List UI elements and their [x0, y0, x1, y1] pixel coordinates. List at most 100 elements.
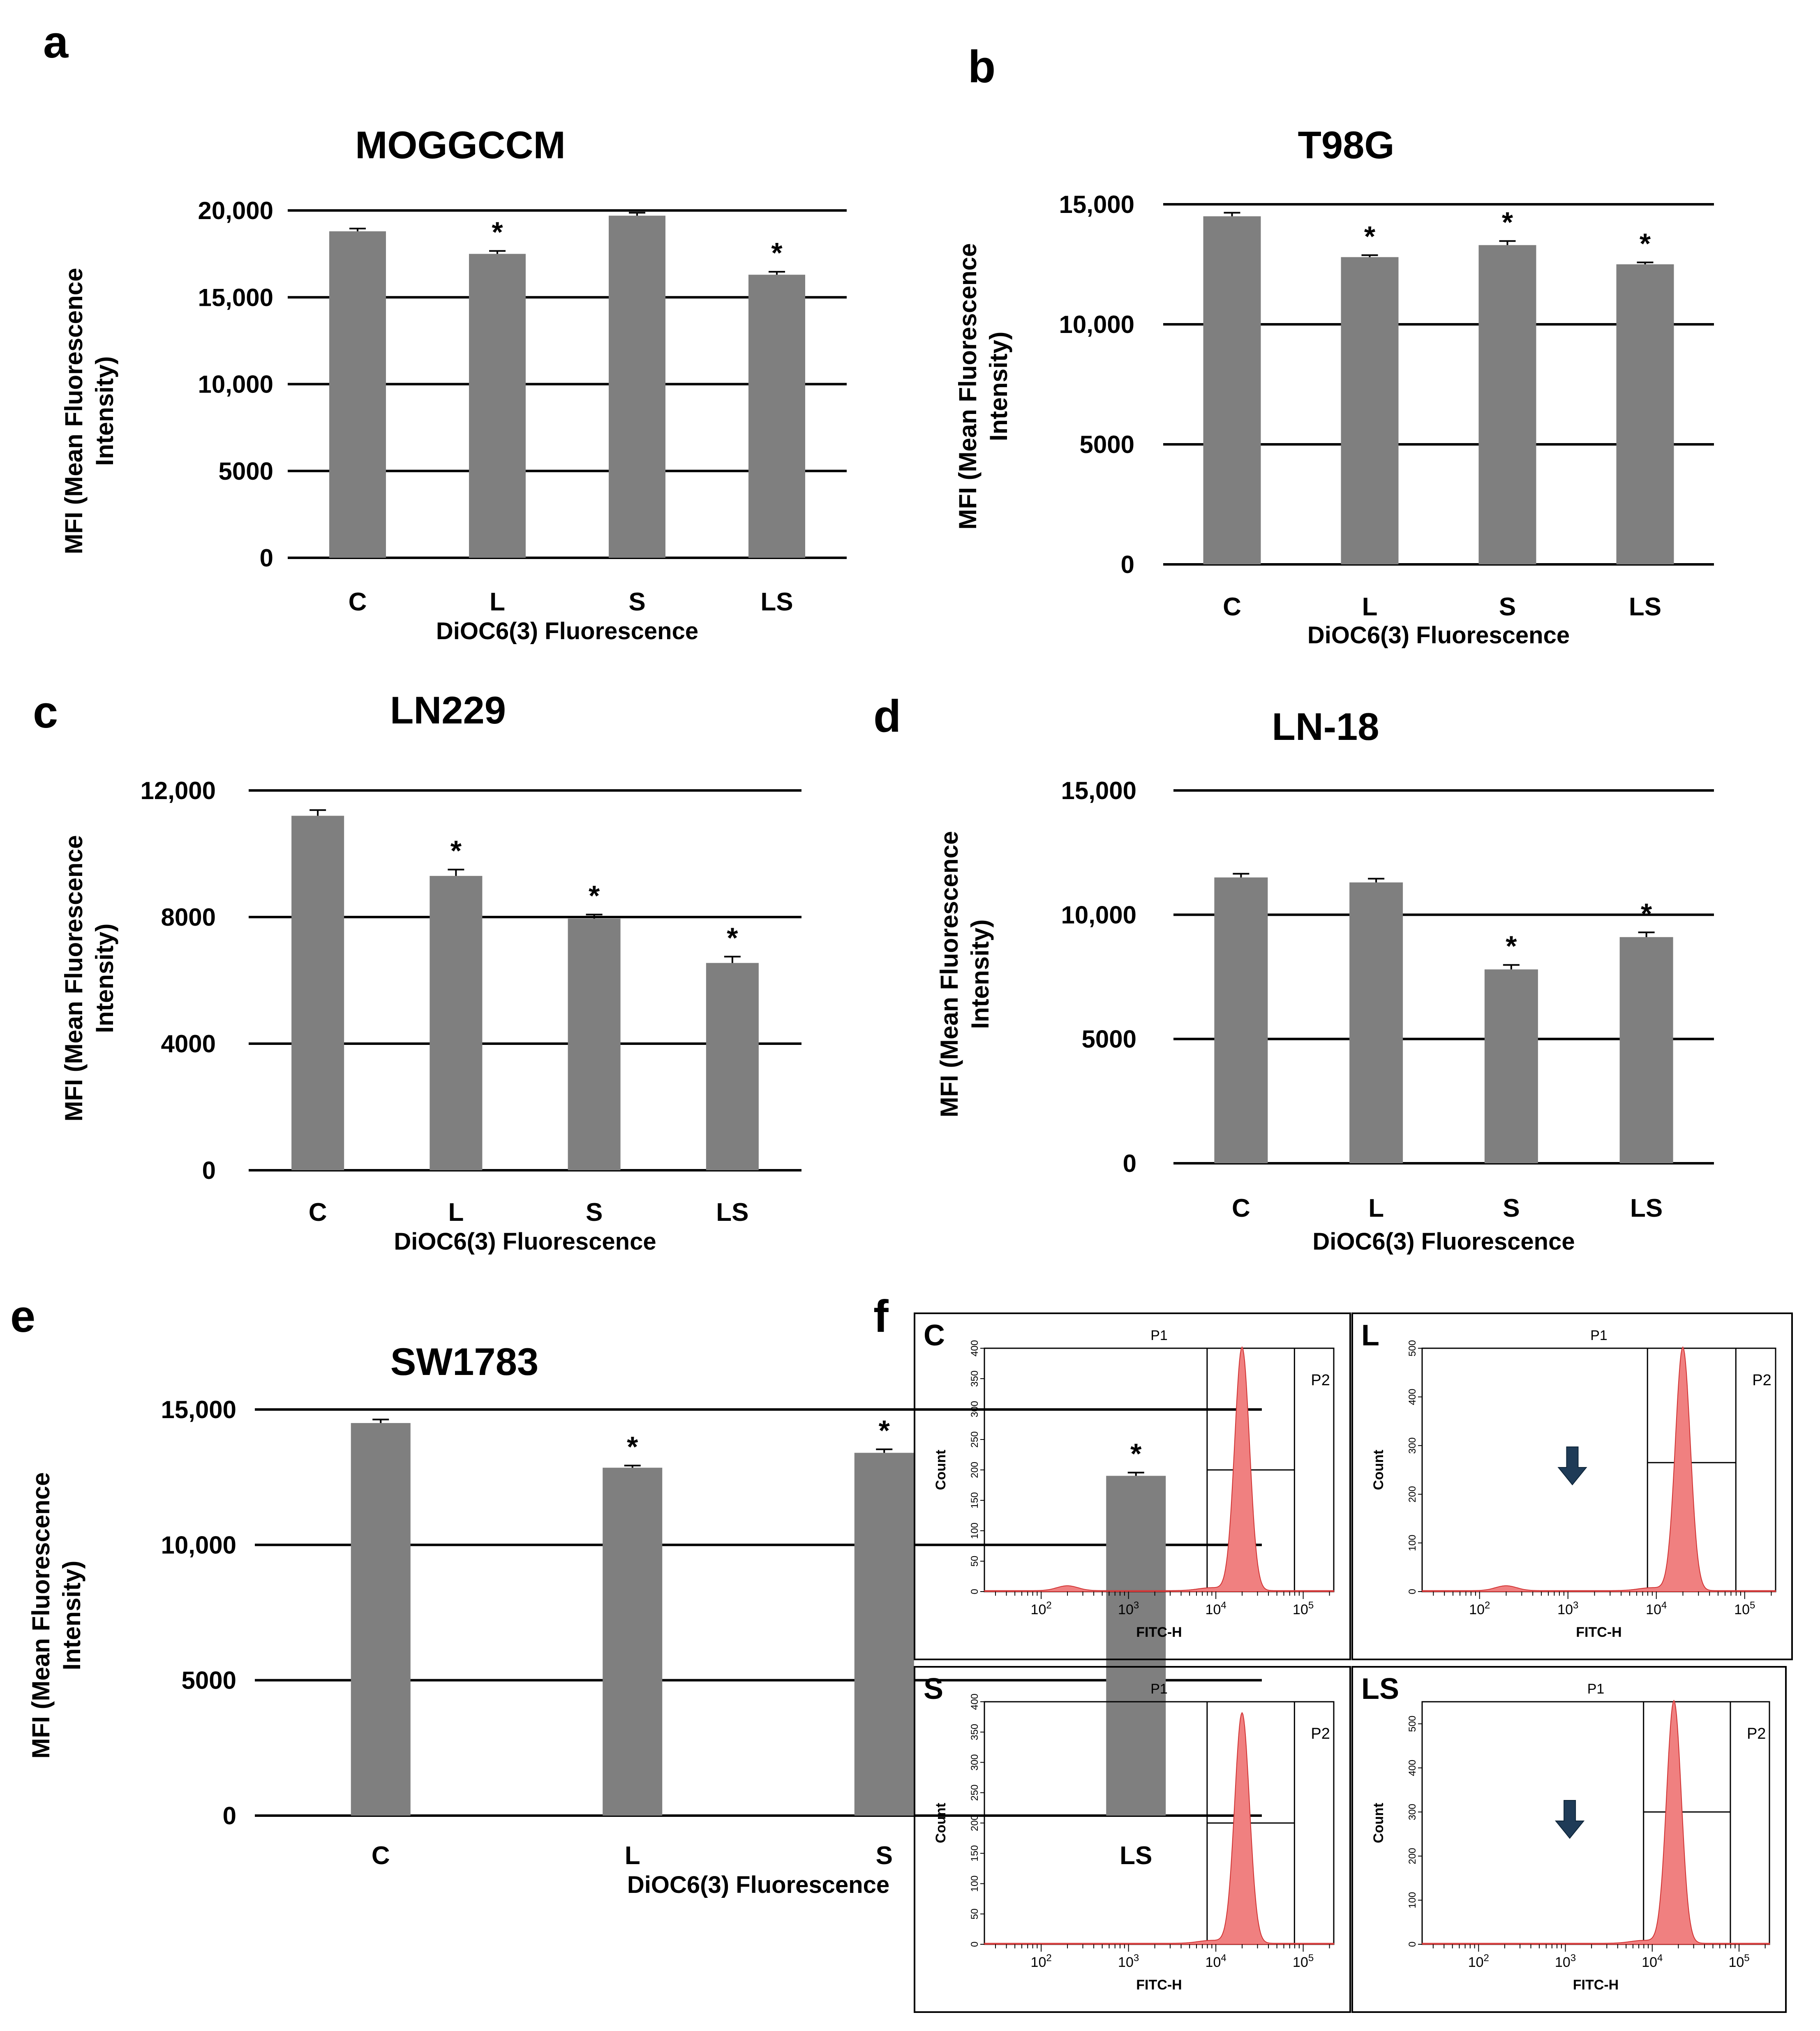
x-axis-label: FITC-H: [1573, 1977, 1619, 1993]
x-tick-label: 102: [1031, 1600, 1052, 1617]
y-axis-label: Count: [1371, 1803, 1386, 1843]
bars: * * *: [291, 809, 759, 1170]
bar-chart-sw1783: SW1783 0 5000 10,000 15,000 * * * C L S LS…: [27, 1340, 1262, 1898]
y-tick-label: 400: [969, 1340, 980, 1356]
gate-label-p2: P2: [1311, 1372, 1330, 1389]
plot-frame: [1351, 1312, 1793, 1660]
histogram-area: [1421, 1347, 1776, 1592]
y-tick-label: 150: [969, 1845, 980, 1862]
x-tick-label: C: [372, 1842, 390, 1870]
x-tick-label: 103: [1118, 1952, 1139, 1970]
y-axis-label: MFI (Mean Fluorescence Intensity): [935, 831, 994, 1118]
y-axis-label: MFI (Mean Fluorescence Intensity): [954, 243, 1012, 530]
gate-label-p2: P2: [1752, 1372, 1771, 1389]
condition-label: C: [924, 1319, 945, 1352]
x-tick-labels: C L S LS: [372, 1842, 1153, 1870]
x-tick-label: 104: [1646, 1600, 1667, 1617]
x-tick-label: LS: [1630, 1194, 1663, 1222]
y-tick-label: 250: [969, 1431, 980, 1448]
x-axis-label: DiOC6(3) Fluorescence: [436, 618, 698, 645]
flow-histogram-l: L P1 P2 0 100 200 300 400 500 Count 102 103 104 105 FI…: [1351, 1312, 1793, 1660]
x-tick-exponent: 5: [1744, 1952, 1749, 1964]
x-tick-exponent: 5: [1750, 1600, 1755, 1611]
condition-label: LS: [1361, 1673, 1399, 1705]
x-axis-label: DiOC6(3) Fluorescence: [627, 1872, 889, 1898]
x-tick-label: 104: [1206, 1600, 1226, 1617]
y-tick-label: 20,000: [198, 197, 273, 224]
panel-letter-f: f: [873, 1291, 889, 1342]
y-tick-label: 0: [202, 1157, 216, 1184]
x-tick-exponent: 2: [1046, 1600, 1051, 1611]
bar: [1349, 882, 1403, 1163]
y-tick-label: 0: [260, 544, 273, 572]
bar: [854, 1453, 914, 1816]
y-tick-label: 200: [969, 1815, 980, 1831]
x-tick-label: LS: [760, 588, 793, 616]
y-tick-label: 0: [223, 1802, 236, 1830]
significance-star: *: [1640, 227, 1651, 259]
x-tick-label: 105: [1728, 1952, 1749, 1970]
x-tick-label: S: [1503, 1194, 1520, 1222]
significance-star: *: [1641, 897, 1652, 929]
x-tick-exponent: 4: [1221, 1600, 1226, 1611]
x-tick-exponent: 5: [1308, 1600, 1314, 1611]
y-tick-label: 50: [969, 1909, 980, 1920]
significance-star: *: [627, 1430, 638, 1463]
panel-letter-d: d: [873, 691, 901, 742]
gate-label-p1: P1: [1587, 1681, 1605, 1697]
bar: [1619, 937, 1673, 1163]
x-tick-exponent: 3: [1571, 1952, 1576, 1964]
y-tick-label: 400: [969, 1694, 980, 1710]
y-tick-label: 200: [1407, 1486, 1418, 1502]
x-tick-exponent: 5: [1308, 1952, 1314, 1964]
gate-label-p1: P1: [1150, 1328, 1168, 1343]
y-tick-labels: 0 5000 10,000 15,000: [1061, 777, 1136, 1177]
y-axis-label-line2: Intensity): [58, 1561, 85, 1671]
x-tick-label: 102: [1468, 1952, 1489, 1970]
x-axis-label: FITC-H: [1136, 1977, 1182, 1993]
x-tick-exponent: 2: [1484, 1952, 1489, 1964]
significance-star: *: [1506, 930, 1517, 962]
y-tick-label: 10,000: [198, 371, 273, 398]
bar: [748, 275, 805, 558]
bar: [351, 1423, 411, 1816]
gate-label-p1: P1: [1590, 1328, 1608, 1343]
bar: [1616, 264, 1674, 564]
bar: [430, 876, 483, 1170]
y-tick-labels: 0 5000 10,000 15,000: [161, 1396, 236, 1830]
histogram-area: [1421, 1701, 1770, 1945]
x-tick-exponent: 3: [1134, 1952, 1139, 1964]
plot-frame: [914, 1312, 1351, 1660]
y-tick-label: 300: [969, 1401, 980, 1417]
x-axis-label: DiOC6(3) Fluorescence: [1312, 1228, 1575, 1255]
bar-chart-t98g: T98G 0 5000 10,000 15,000 * * * C L S LS D…: [954, 123, 1714, 649]
chart-title: MOGGCCM: [355, 123, 566, 166]
y-tick-label: 4000: [161, 1030, 216, 1058]
down-arrow-icon: [1557, 1446, 1587, 1486]
y-axis-label-line1: MFI (Mean Fluorescence: [60, 268, 88, 555]
bar: [1106, 1476, 1166, 1816]
y-tick-label: 250: [969, 1784, 980, 1801]
y-tick-label: 400: [1407, 1760, 1418, 1776]
bar: [1214, 877, 1268, 1163]
y-tick-label: 500: [1407, 1340, 1418, 1356]
y-tick-label: 50: [969, 1556, 980, 1567]
significance-star: *: [771, 237, 783, 269]
y-tick-label: 8000: [161, 903, 216, 931]
x-tick-exponent: 4: [1661, 1600, 1667, 1611]
y-tick-label: 5000: [219, 457, 273, 485]
y-tick-label: 100: [969, 1523, 980, 1539]
y-tick-label: 0: [1123, 1150, 1136, 1177]
x-axis-label: FITC-H: [1136, 1624, 1182, 1640]
chart-title: LN229: [390, 689, 506, 732]
bars: **: [329, 212, 805, 558]
x-tick-label: LS: [716, 1198, 748, 1227]
y-axis-label-line1: MFI (Mean Fluorescence: [954, 243, 982, 530]
bars: * * *: [351, 1414, 1166, 1816]
fluorescence-histogram: [984, 1712, 1334, 1945]
y-tick-label: 0: [1121, 551, 1134, 578]
bar: [1341, 257, 1399, 564]
bar-chart-moggccm: MOGGCCM 0 5000 10,000 15,000 20,000 ** C…: [60, 123, 847, 645]
y-tick-label: 400: [1407, 1389, 1418, 1405]
